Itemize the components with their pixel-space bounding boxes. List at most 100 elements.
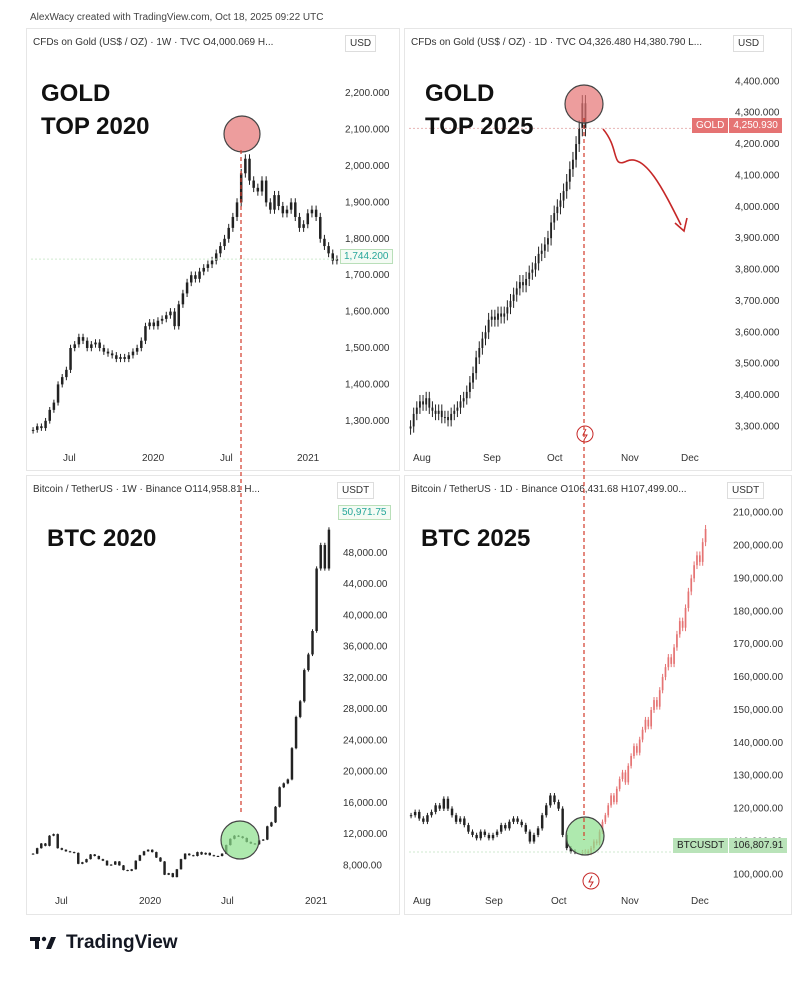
x-tick-label: 2020 bbox=[142, 453, 165, 464]
btc2025-projection-candle bbox=[607, 802, 610, 818]
btc2020-candle bbox=[167, 872, 170, 876]
y-tick-label: 16,000.00 bbox=[343, 798, 388, 809]
btc2020-candle bbox=[151, 849, 154, 853]
btc2025-projection-candle bbox=[647, 716, 650, 730]
btc-2025-price-tag-name: BTCUSDT bbox=[673, 838, 729, 853]
btc-2025-price-tag-value: 106,807.91 bbox=[728, 838, 788, 853]
btc2025-candle bbox=[516, 816, 519, 825]
btc2020-candle bbox=[118, 861, 121, 866]
btc2025-candle bbox=[479, 829, 482, 841]
gold2020-candle bbox=[269, 198, 272, 214]
btc2020-candle bbox=[122, 865, 125, 871]
gold2020-candles bbox=[31, 154, 339, 434]
event-icon[interactable] bbox=[582, 872, 600, 890]
gold2025-candle bbox=[503, 306, 506, 324]
x-tick-label: Dec bbox=[691, 896, 709, 907]
btc2025-projection-candle bbox=[630, 753, 632, 769]
btc-2025-panel: 100,000.00110,000.00120,000.00130,000.00… bbox=[404, 475, 792, 915]
gold2020-candle bbox=[60, 374, 64, 388]
btc2020-candle bbox=[196, 851, 199, 857]
btc2020-candle bbox=[319, 542, 322, 571]
gold2025-candle bbox=[515, 281, 518, 302]
btc2025-candle bbox=[545, 802, 548, 818]
y-tick-label: 20,000.00 bbox=[343, 767, 388, 778]
y-tick-label: 48,000.00 bbox=[343, 548, 388, 559]
gold2020-candle bbox=[264, 176, 268, 207]
btc2025-projection-candle bbox=[696, 551, 698, 570]
btc-2025-currency-label[interactable]: USDT bbox=[727, 482, 765, 499]
y-tick-label: 4,000.000 bbox=[735, 202, 780, 213]
btc2025-projection-candle bbox=[673, 644, 675, 668]
btc2025-candle bbox=[524, 822, 528, 834]
event-icon[interactable] bbox=[576, 425, 594, 443]
gold-2025-annotation: GOLD TOP 2025 bbox=[425, 80, 534, 140]
x-tick-label: Oct bbox=[551, 896, 567, 907]
btc2025-projection-candle bbox=[670, 654, 673, 668]
btc2025-projection-candle bbox=[690, 574, 693, 596]
gold2020-candle bbox=[327, 242, 330, 258]
btc2025-projection-candle bbox=[704, 524, 707, 547]
gold2025-candle bbox=[422, 394, 424, 411]
btc2025-projection-candle bbox=[624, 769, 627, 785]
btc2020-candle bbox=[303, 668, 306, 703]
btc2020-candle bbox=[60, 847, 64, 851]
gold2020-candle bbox=[135, 344, 139, 355]
y-tick-label: 4,200.000 bbox=[735, 139, 780, 150]
gold2020-candle bbox=[335, 255, 339, 265]
gold2025-candle bbox=[528, 265, 531, 287]
btc2025-candle bbox=[487, 832, 491, 841]
gold-2025-currency-label[interactable]: USD bbox=[733, 35, 765, 52]
gold2020-candle bbox=[202, 264, 205, 276]
gold2020-candle bbox=[31, 427, 35, 434]
btc2020-candle bbox=[163, 861, 166, 876]
btc2025-projection-candle bbox=[656, 697, 658, 710]
btc2025-candle bbox=[549, 793, 552, 808]
gold2025-candle bbox=[575, 136, 578, 168]
gold2025-candles bbox=[409, 95, 587, 435]
gold2020-candle bbox=[310, 205, 314, 218]
gold-2020-currency-label[interactable]: USD bbox=[345, 35, 377, 52]
x-tick-label: 2021 bbox=[297, 453, 320, 464]
y-tick-label: 2,200.000 bbox=[345, 88, 390, 99]
gold2025-candle bbox=[465, 385, 468, 405]
gold-2020-panel: 1,300.000 1,400.000 1,500.000 1,600.000 1,70… bbox=[26, 28, 400, 471]
btc2020-candles bbox=[31, 527, 331, 878]
btc2025-candle bbox=[442, 796, 446, 811]
gold2020-candle bbox=[331, 249, 335, 265]
btc2020-candle bbox=[298, 699, 302, 719]
btc2020-candle bbox=[323, 542, 327, 571]
btc2020-candle bbox=[290, 747, 294, 781]
btc2020-candle bbox=[200, 851, 203, 855]
btc2020-candle bbox=[130, 868, 133, 872]
gold2025-candle bbox=[481, 331, 484, 355]
gold2020-candle bbox=[177, 300, 181, 330]
y-tick-label: 3,800.000 bbox=[735, 265, 780, 276]
btc-2025-base-circle bbox=[565, 816, 605, 856]
btc2025-projection-candle bbox=[627, 763, 630, 785]
y-tick-label: 32,000.00 bbox=[343, 673, 388, 684]
gold2025-candle bbox=[490, 309, 493, 327]
gold2020-candle bbox=[144, 322, 147, 345]
gold2020-candle bbox=[273, 190, 276, 214]
btc2025-projection-candle bbox=[667, 654, 670, 671]
btc2025-candle bbox=[463, 816, 466, 828]
tradingview-footer: TradingView bbox=[30, 932, 178, 954]
gold2020-candle bbox=[140, 337, 143, 352]
gold2020-candle bbox=[123, 353, 126, 363]
gold2025-candle bbox=[578, 120, 581, 152]
btc2020-candle bbox=[89, 853, 92, 860]
gold2020-candle bbox=[160, 315, 164, 325]
btc2020-candle bbox=[31, 853, 35, 855]
btc2025-candle bbox=[475, 832, 478, 841]
gold2020-candle bbox=[44, 417, 47, 431]
btc2025-projection-candle bbox=[621, 769, 624, 782]
gold2025-candle bbox=[475, 350, 478, 380]
x-tick-label: 2021 bbox=[305, 896, 328, 907]
gold2020-candle bbox=[214, 249, 218, 265]
gold-2020-top-circle bbox=[223, 115, 261, 153]
x-tick-label: Sep bbox=[483, 453, 501, 464]
x-tick-label: Jul bbox=[55, 896, 68, 907]
btc-2020-currency-label[interactable]: USDT bbox=[337, 482, 375, 499]
btc2020-candle bbox=[159, 857, 162, 862]
gold2025-candle bbox=[415, 401, 418, 421]
